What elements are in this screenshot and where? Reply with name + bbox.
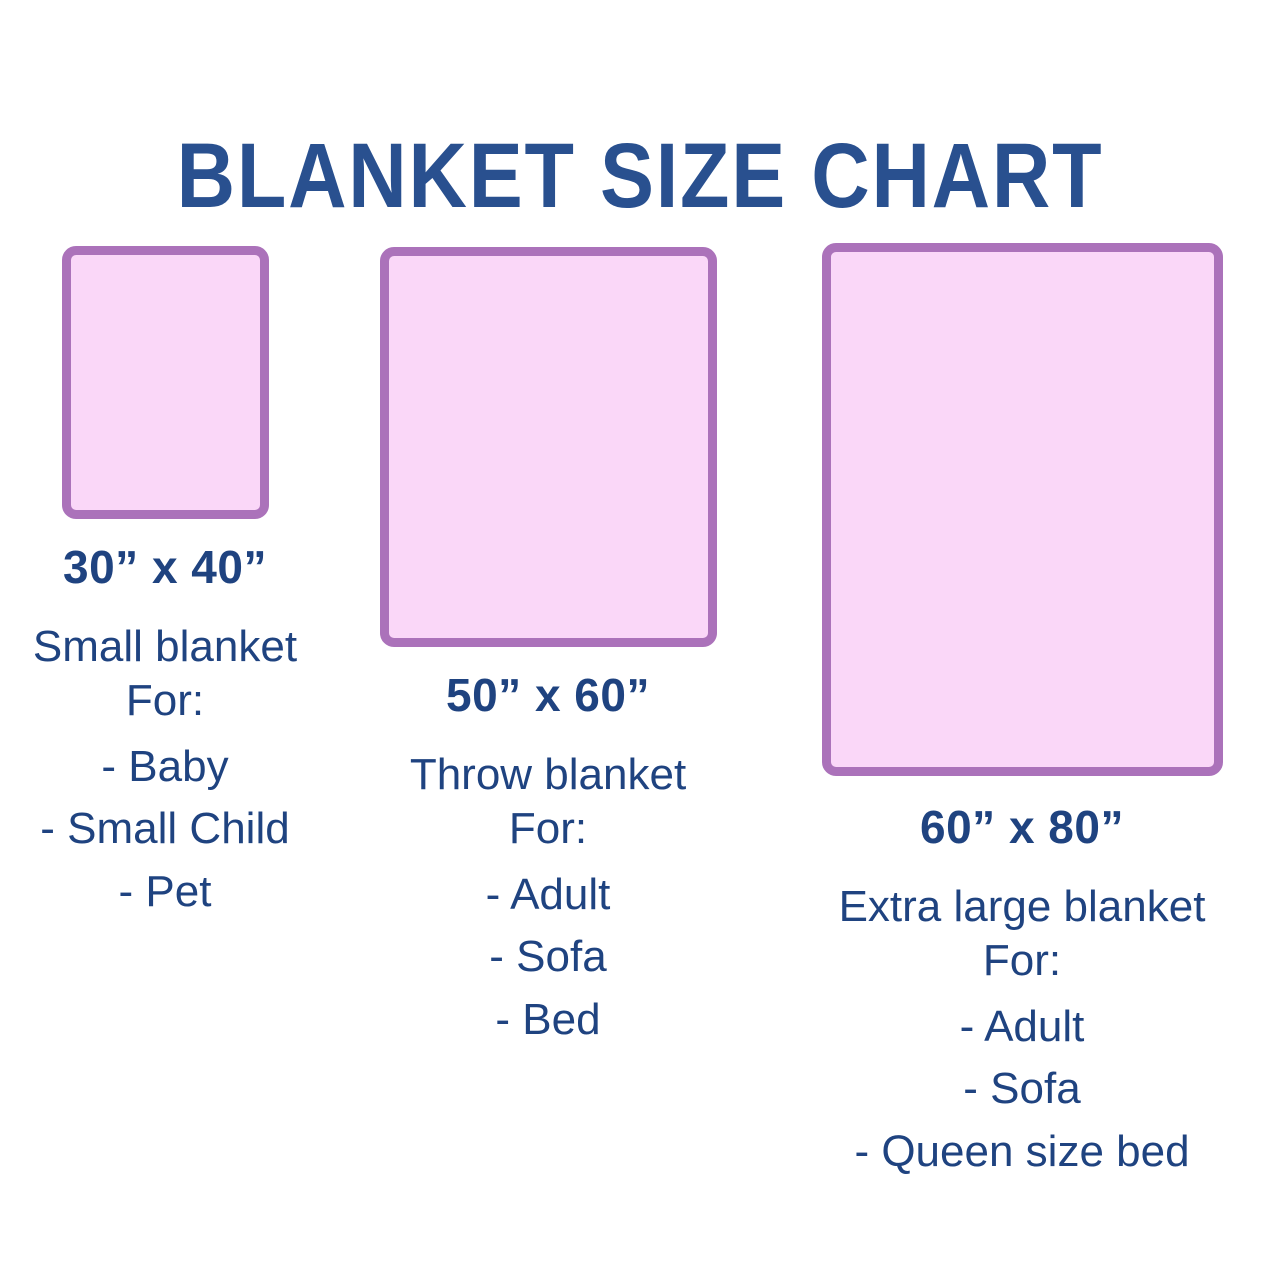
dimension-label-throw: 50” x 60” xyxy=(446,669,650,721)
list-item: - Bed xyxy=(495,994,601,1044)
list-item: - Baby xyxy=(101,741,229,791)
list-item: - Small Child xyxy=(40,804,290,854)
usage-list-throw: - Adult - Sofa - Bed xyxy=(368,864,728,1051)
list-item: - Pet xyxy=(118,866,212,916)
list-item: - Sofa xyxy=(489,932,607,982)
list-item: - Adult xyxy=(959,1001,1085,1051)
usage-list-small: - Baby - Small Child - Pet xyxy=(0,736,330,923)
for-label-throw: For: xyxy=(508,803,588,853)
blanket-swatch-throw xyxy=(380,247,717,647)
page-title: BLANKET SIZE CHART xyxy=(176,124,1104,227)
blanket-swatch-extra-large xyxy=(822,243,1223,776)
blanket-name-extra-large: Extra large blanket xyxy=(838,882,1206,932)
list-item: - Adult xyxy=(485,869,611,919)
size-info-throw: 50” x 60” Throw blanket For: - Adult - S… xyxy=(368,668,728,1051)
for-label-small: For: xyxy=(125,675,205,725)
list-item: - Sofa xyxy=(963,1064,1081,1114)
blanket-name-small: Small blanket xyxy=(32,622,298,672)
size-info-small: 30” x 40” Small blanket For: - Baby - Sm… xyxy=(0,540,330,923)
size-info-extra-large: 60” x 80” Extra large blanket For: - Adu… xyxy=(790,800,1254,1183)
dimension-label-extra-large: 60” x 80” xyxy=(920,801,1124,853)
usage-list-extra-large: - Adult - Sofa - Queen size bed xyxy=(790,996,1254,1183)
for-label-extra-large: For: xyxy=(982,935,1062,985)
blanket-name-throw: Throw blanket xyxy=(409,750,687,800)
dimension-label-small: 30” x 40” xyxy=(63,541,267,593)
list-item: - Queen size bed xyxy=(854,1126,1190,1176)
blanket-swatch-small xyxy=(62,246,269,519)
